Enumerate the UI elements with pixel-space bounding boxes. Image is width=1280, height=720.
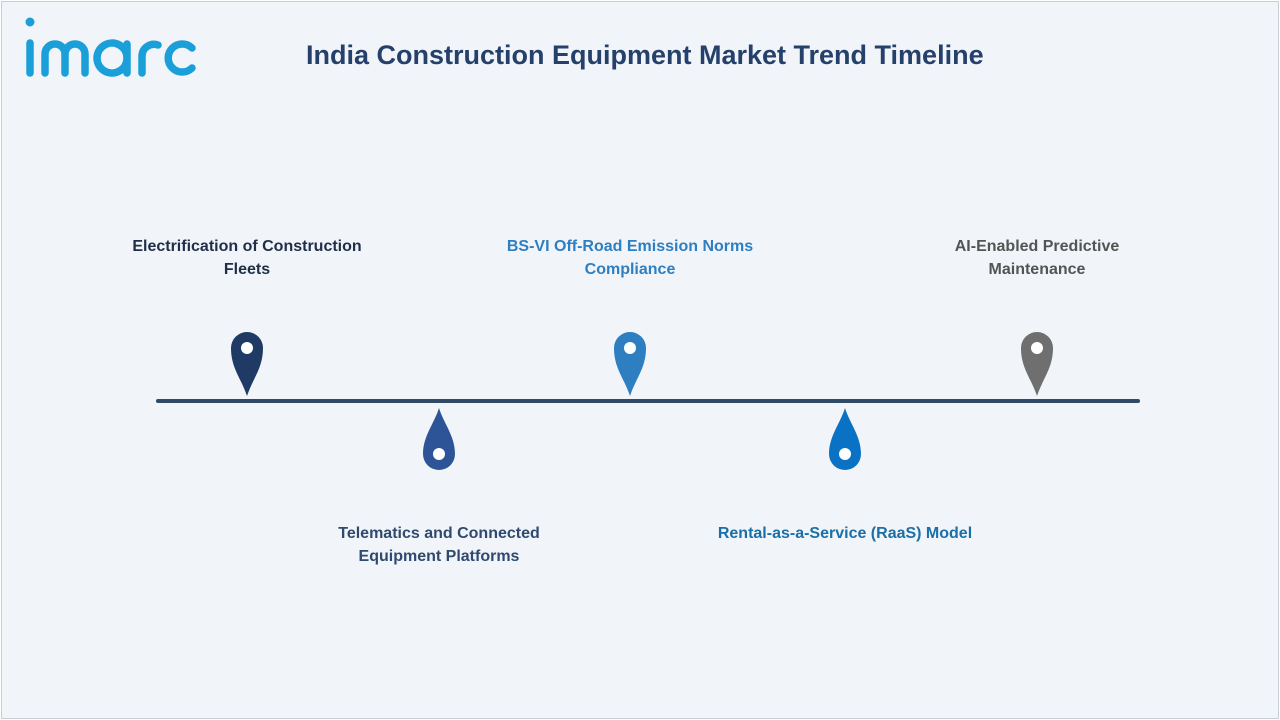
map-pin-icon xyxy=(614,332,646,396)
pin-hole xyxy=(433,448,445,460)
timeline-label-1: Electrification of Construction Fleets xyxy=(132,238,362,278)
pin-hole xyxy=(839,448,851,460)
pin-hole xyxy=(241,342,253,354)
timeline-label-2: Telematics and Connected Equipment Platf… xyxy=(338,525,540,565)
imarc-logo: imarc xyxy=(22,16,196,77)
pin-body xyxy=(829,408,861,470)
pin-body xyxy=(231,332,263,396)
timeline-label-3: BS-VI Off-Road Emission Norms Compliance xyxy=(506,238,754,278)
map-pin-icon xyxy=(231,332,263,396)
map-pin-icon xyxy=(1021,332,1053,396)
timeline-label-5: AI-Enabled Predictive Maintenance xyxy=(954,238,1120,278)
drop-pin-icon xyxy=(423,408,455,470)
pin-body xyxy=(614,332,646,396)
timeline-axis xyxy=(156,399,1140,403)
logo-glyphs xyxy=(25,17,196,77)
pin-body xyxy=(423,408,455,470)
page-title: India Construction Equipment Market Tren… xyxy=(306,40,984,70)
timeline-label-4: Rental-as-a-Service (RaaS) Model xyxy=(717,525,973,542)
logo-text: imarc xyxy=(22,16,25,17)
pin-hole xyxy=(624,342,636,354)
pin-body xyxy=(1021,332,1053,396)
drop-pin-icon xyxy=(829,408,861,470)
pin-hole xyxy=(1031,342,1043,354)
